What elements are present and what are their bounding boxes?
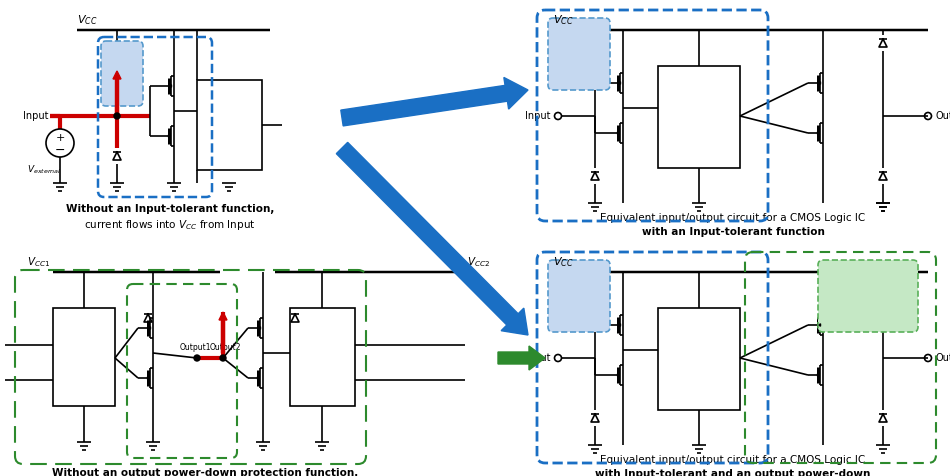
- Polygon shape: [341, 78, 528, 126]
- Text: with Input-tolerant and an output power-down: with Input-tolerant and an output power-…: [596, 469, 871, 476]
- Text: Equivalent input/output circuit for a CMOS Logic IC: Equivalent input/output circuit for a CM…: [600, 213, 865, 223]
- Text: +: +: [55, 133, 65, 143]
- Bar: [53, 308, 115, 406]
- FancyArrow shape: [257, 377, 259, 379]
- Text: Without an output power-down protection function,: Without an output power-down protection …: [52, 468, 358, 476]
- Bar: [290, 308, 355, 406]
- Text: Output: Output: [936, 353, 950, 363]
- Text: with an Input-tolerant function: with an Input-tolerant function: [641, 227, 825, 237]
- FancyArrow shape: [259, 327, 260, 329]
- Text: $V_{CC}$: $V_{CC}$: [77, 13, 98, 27]
- Text: Equivalent input/output circuit for a CMOS Logic IC: Equivalent input/output circuit for a CM…: [600, 455, 865, 465]
- FancyBboxPatch shape: [548, 260, 610, 332]
- Text: $V_{CC2}$: $V_{CC2}$: [467, 255, 490, 269]
- Text: −: −: [55, 143, 66, 157]
- Text: $V_{CC1}$: $V_{CC1}$: [27, 255, 50, 269]
- FancyArrow shape: [818, 374, 819, 376]
- Bar: [658, 308, 740, 410]
- FancyBboxPatch shape: [101, 41, 143, 106]
- Text: Input: Input: [524, 353, 550, 363]
- Circle shape: [114, 113, 120, 119]
- FancyArrow shape: [219, 312, 227, 353]
- Text: Output1: Output1: [180, 343, 211, 352]
- Text: Output2: Output2: [209, 343, 240, 352]
- FancyArrow shape: [618, 132, 619, 134]
- Text: $V_{CC}$: $V_{CC}$: [553, 13, 574, 27]
- Text: Input: Input: [24, 111, 49, 121]
- FancyArrow shape: [168, 135, 170, 137]
- FancyArrow shape: [619, 324, 620, 326]
- Polygon shape: [336, 142, 528, 335]
- Text: Output: Output: [936, 111, 950, 121]
- FancyArrow shape: [819, 82, 821, 84]
- FancyArrow shape: [819, 324, 821, 326]
- Circle shape: [220, 355, 226, 361]
- FancyArrow shape: [170, 85, 172, 87]
- FancyArrow shape: [619, 82, 620, 84]
- FancyArrow shape: [149, 327, 150, 329]
- Text: $V_{CC}$: $V_{CC}$: [553, 255, 574, 269]
- Circle shape: [194, 355, 200, 361]
- Polygon shape: [498, 346, 545, 370]
- Bar: [658, 66, 740, 168]
- Bar: [197, 80, 262, 170]
- Text: Input: Input: [524, 111, 550, 121]
- FancyArrow shape: [147, 377, 149, 379]
- FancyArrow shape: [818, 132, 819, 134]
- FancyBboxPatch shape: [818, 260, 918, 332]
- Text: $V_{external}$: $V_{external}$: [27, 163, 62, 176]
- FancyBboxPatch shape: [548, 18, 610, 90]
- FancyArrow shape: [113, 71, 121, 114]
- FancyArrow shape: [618, 374, 619, 376]
- Text: current flows into $V_{CC}$ from Input: current flows into $V_{CC}$ from Input: [85, 218, 256, 232]
- Text: Without an Input-tolerant function,: Without an Input-tolerant function,: [66, 204, 275, 214]
